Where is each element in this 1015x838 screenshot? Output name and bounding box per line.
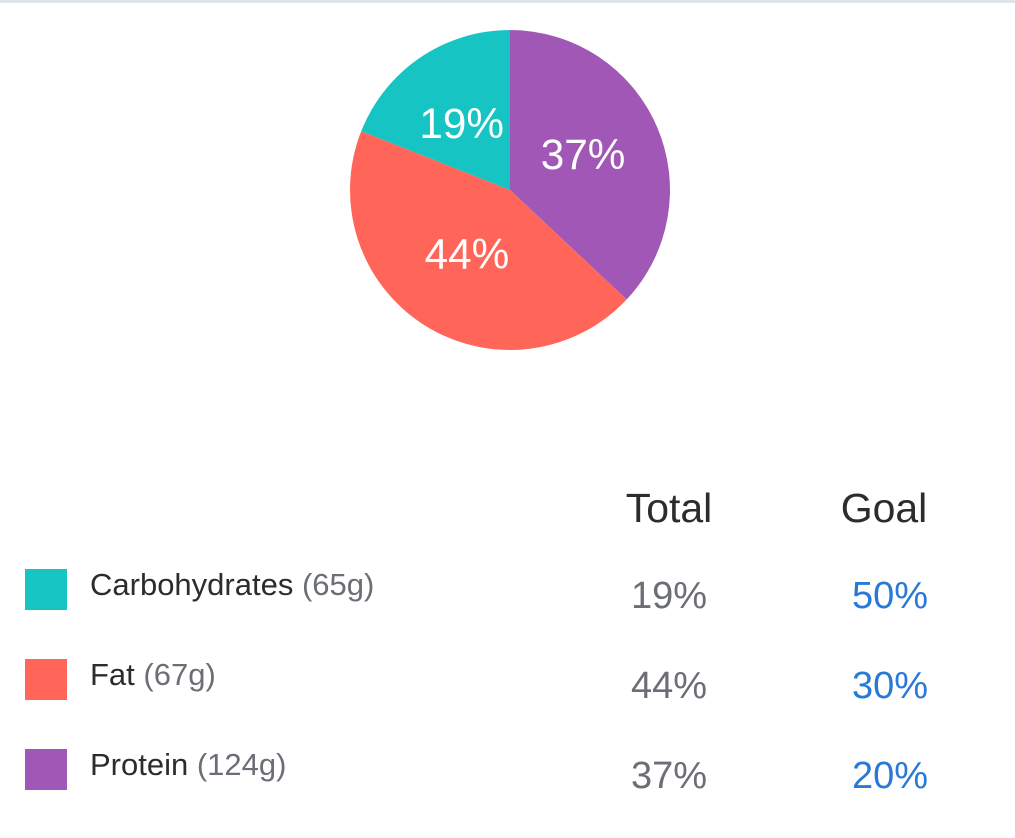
svg-text:37%: 37% (541, 131, 626, 178)
svg-text:19%: 19% (419, 100, 504, 147)
svg-text:44%: 44% (425, 230, 510, 277)
